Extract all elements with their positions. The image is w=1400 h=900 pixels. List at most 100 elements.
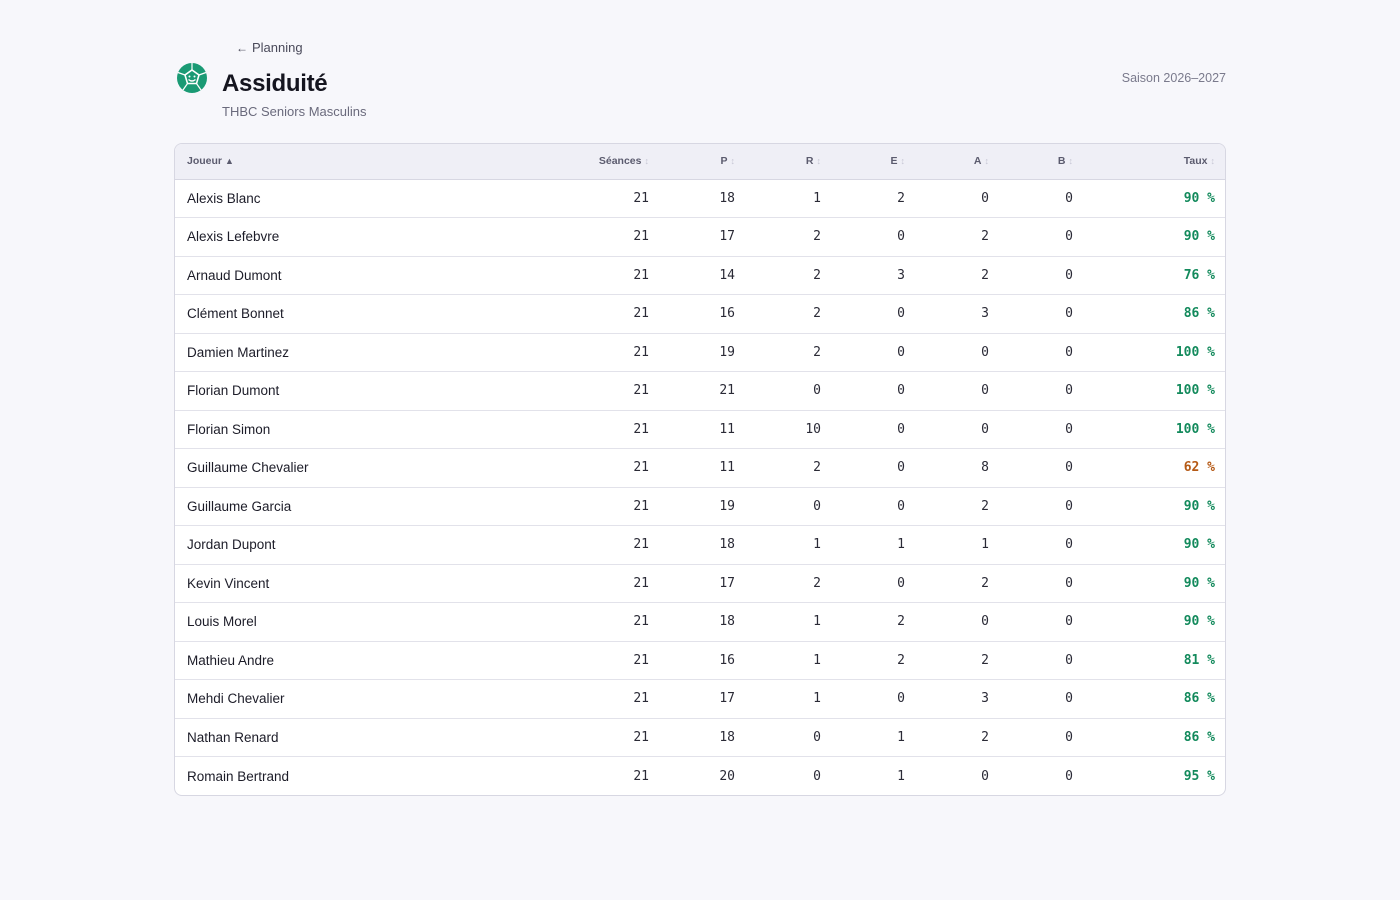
- sort-icon: ↕: [1068, 156, 1074, 167]
- table-row[interactable]: Alexis Blanc 21 18 1 2 0 0 90 %: [175, 179, 1225, 218]
- cell-r: 1: [747, 679, 833, 719]
- column-header-sessions[interactable]: Séances ↕: [573, 144, 661, 180]
- table-row[interactable]: Louis Morel 21 18 1 2 0 0 90 %: [175, 602, 1225, 642]
- column-header-b[interactable]: B ↕: [1001, 144, 1085, 180]
- cell-p: 19: [661, 487, 747, 526]
- column-header-label: B: [1057, 155, 1066, 168]
- cell-r: 2: [747, 294, 833, 334]
- player-name: Kevin Vincent: [175, 564, 573, 603]
- cell-sessions: 21: [573, 525, 661, 565]
- column-header-r[interactable]: R ↕: [747, 144, 833, 180]
- table-row[interactable]: Florian Simon 21 11 10 0 0 0 100 %: [175, 410, 1225, 449]
- table-row[interactable]: Romain Bertrand 21 20 0 1 0 0 95 %: [175, 757, 1225, 796]
- page-title: Assiduité: [222, 70, 328, 97]
- cell-b: 0: [1001, 718, 1085, 757]
- cell-rate: 81 %: [1085, 641, 1225, 680]
- cell-e: 0: [833, 487, 917, 526]
- table-row[interactable]: Alexis Lefebvre 21 17 2 0 2 0 90 %: [175, 217, 1225, 257]
- sort-icon: ↕: [1210, 156, 1216, 167]
- column-header-p[interactable]: P ↕: [661, 144, 747, 180]
- table-row[interactable]: Clément Bonnet 21 16 2 0 3 0 86 %: [175, 294, 1225, 334]
- cell-e: 0: [833, 448, 917, 488]
- table-row[interactable]: Mathieu Andre 21 16 1 2 2 0 81 %: [175, 641, 1225, 680]
- table-row[interactable]: Arnaud Dumont 21 14 2 3 2 0 76 %: [175, 256, 1225, 295]
- cell-p: 17: [661, 679, 747, 719]
- back-to-planning-link[interactable]: ← Planning: [236, 40, 303, 55]
- cell-e: 0: [833, 333, 917, 372]
- cell-r: 2: [747, 564, 833, 603]
- cell-a: 3: [917, 294, 1001, 334]
- player-name: Jordan Dupont: [175, 525, 573, 565]
- cell-a: 0: [917, 371, 1001, 411]
- club-logo-icon: [176, 62, 208, 94]
- cell-b: 0: [1001, 333, 1085, 372]
- cell-sessions: 21: [573, 371, 661, 411]
- cell-sessions: 21: [573, 564, 661, 603]
- cell-r: 2: [747, 333, 833, 372]
- cell-rate: 90 %: [1085, 487, 1225, 526]
- cell-p: 20: [719, 768, 735, 784]
- table-row[interactable]: Guillaume Garcia 21 19 0 0 2 0 90 %: [175, 487, 1225, 526]
- sort-icon: ↕: [644, 156, 650, 167]
- cell-rate: 90 %: [1085, 217, 1225, 257]
- cell-b: 0: [1001, 371, 1085, 411]
- table-row[interactable]: Nathan Renard 21 18 0 1 2 0 86 %: [175, 718, 1225, 757]
- cell-b: 0: [1001, 487, 1085, 526]
- column-header-player[interactable]: Joueur ▲: [175, 144, 573, 180]
- cell-sessions: 21: [633, 768, 649, 784]
- player-name: Mathieu Andre: [175, 641, 573, 680]
- column-header-a[interactable]: A ↕: [917, 144, 1001, 180]
- cell-e: 1: [897, 768, 905, 784]
- cell-rate: 90 %: [1085, 564, 1225, 603]
- column-header-label: Taux: [1183, 155, 1208, 168]
- sort-icon: ↕: [900, 156, 906, 167]
- cell-e: 2: [833, 641, 917, 680]
- table-row[interactable]: Kevin Vincent 21 17 2 0 2 0 90 %: [175, 564, 1225, 603]
- table-row[interactable]: Guillaume Chevalier 21 11 2 0 8 0 62 %: [175, 448, 1225, 488]
- column-header-rate[interactable]: Taux ↕: [1085, 144, 1225, 180]
- cell-e: 0: [833, 217, 917, 257]
- cell-b: 0: [1001, 448, 1085, 488]
- cell-e: 1: [833, 718, 917, 757]
- table-row[interactable]: Mehdi Chevalier 21 17 1 0 3 0 86 %: [175, 679, 1225, 719]
- table-row[interactable]: Damien Martinez 21 19 2 0 0 0 100 %: [175, 333, 1225, 372]
- cell-b: 0: [1001, 256, 1085, 295]
- cell-b: 0: [1065, 768, 1073, 784]
- column-header-label: Séances: [598, 155, 642, 168]
- cell-r: 2: [747, 256, 833, 295]
- cell-r: 0: [813, 768, 821, 784]
- table-row[interactable]: Florian Dumont 21 21 0 0 0 0 100 %: [175, 371, 1225, 411]
- cell-sessions: 21: [573, 179, 661, 218]
- cell-p: 16: [661, 294, 747, 334]
- cell-a: 2: [917, 217, 1001, 257]
- cell-sessions: 21: [573, 256, 661, 295]
- cell-a: 1: [917, 525, 1001, 565]
- cell-e: 1: [833, 525, 917, 565]
- cell-p: 17: [661, 217, 747, 257]
- cell-a: 0: [917, 179, 1001, 218]
- cell-b: 0: [1001, 525, 1085, 565]
- sort-icon: ↕: [984, 156, 990, 167]
- player-name: Nathan Renard: [175, 718, 573, 757]
- column-header-label: P: [720, 155, 728, 168]
- cell-rate: 86 %: [1085, 718, 1225, 757]
- table-row[interactable]: Jordan Dupont 21 18 1 1 1 0 90 %: [175, 525, 1225, 565]
- sort-icon: ↕: [730, 156, 736, 167]
- arrow-left-icon: ←: [236, 40, 248, 55]
- cell-e: 0: [833, 294, 917, 334]
- cell-r: 2: [747, 448, 833, 488]
- cell-e: 0: [833, 371, 917, 411]
- cell-a: 0: [917, 410, 1001, 449]
- column-header-e[interactable]: E ↕: [833, 144, 917, 180]
- player-name: Guillaume Garcia: [175, 487, 573, 526]
- cell-e: 0: [833, 679, 917, 719]
- cell-rate: 100 %: [1085, 333, 1225, 372]
- player-name: Florian Simon: [175, 410, 573, 449]
- table-body: Alexis Blanc 21 18 1 2 0 0 90 % Alexis Lefebvre 2…: [175, 179, 1225, 796]
- column-header-label: R: [805, 155, 814, 168]
- cell-rate: 90 %: [1085, 602, 1225, 642]
- cell-sessions: 21: [573, 410, 661, 449]
- back-link-label: Planning: [252, 40, 303, 55]
- cell-sessions: 21: [573, 602, 661, 642]
- cell-e: 0: [833, 564, 917, 603]
